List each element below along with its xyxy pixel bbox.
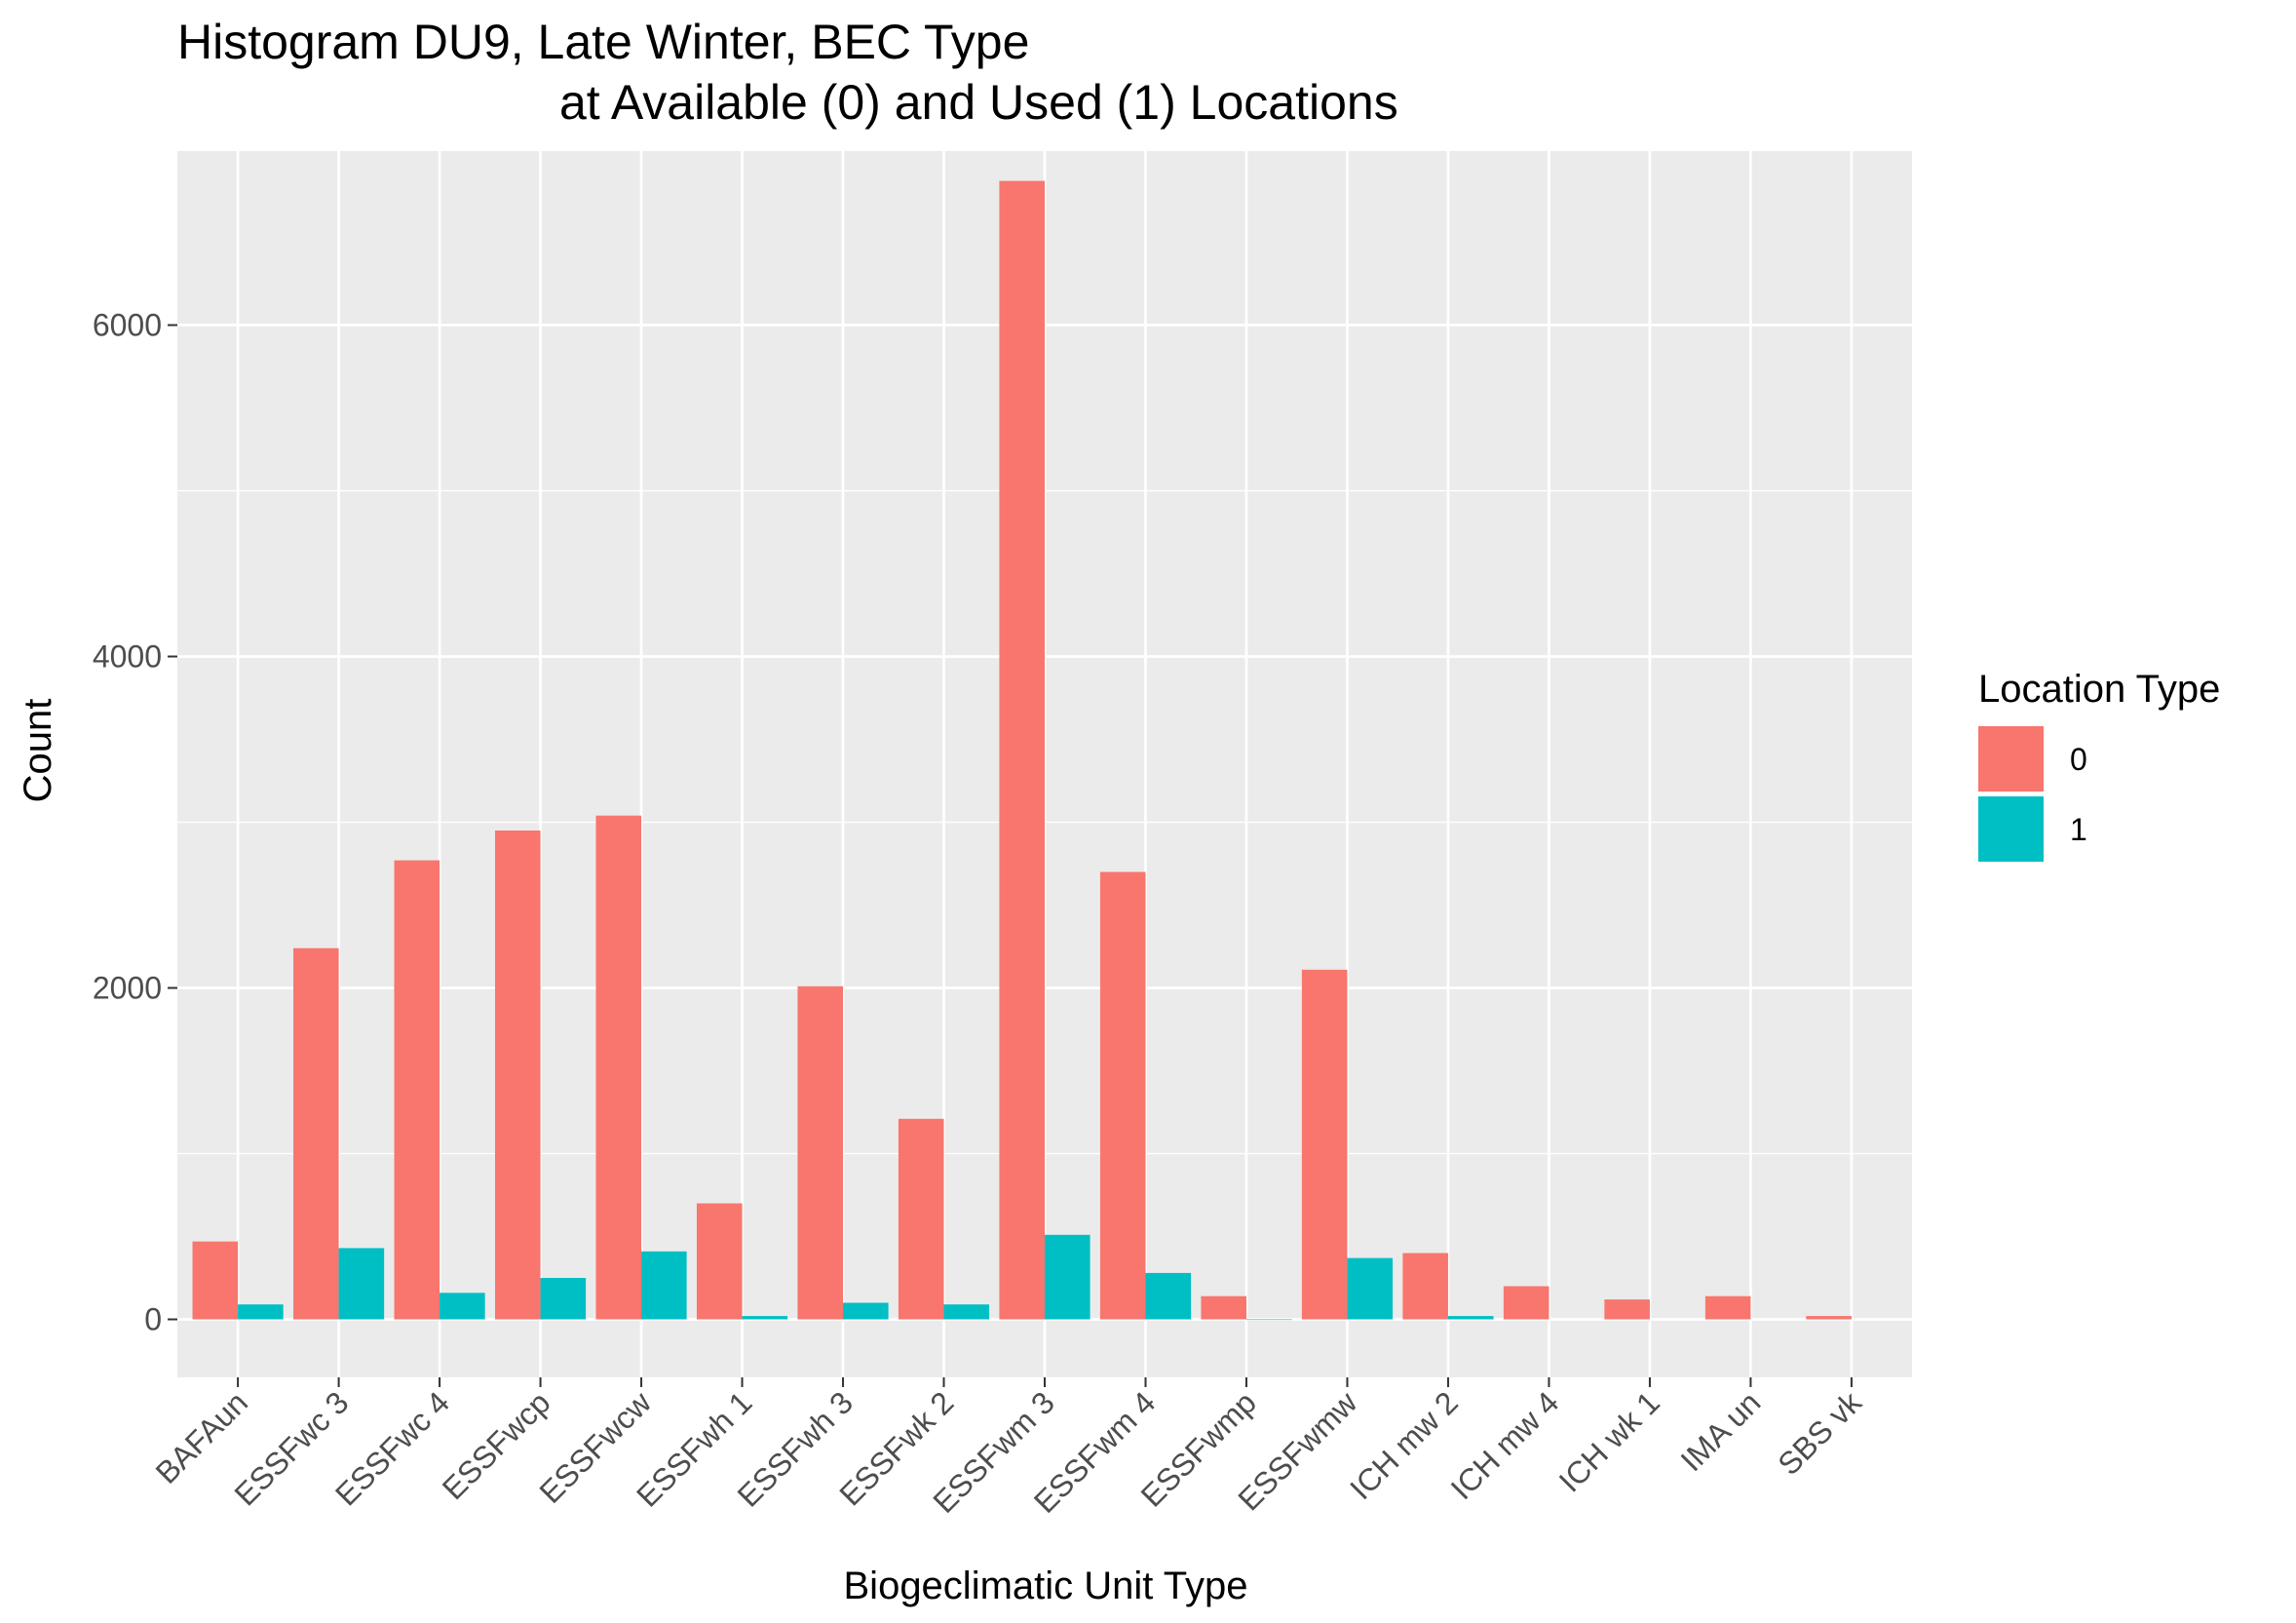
bar-1-ICH-mw-2	[1447, 1316, 1494, 1320]
x-tick-label: ICH mw 4	[1444, 1384, 1566, 1506]
bar-1-ESSFwcw	[641, 1251, 687, 1320]
y-tick-label: 2000	[93, 971, 162, 1006]
y-tick-label: 4000	[93, 639, 162, 675]
bar-1-ESSFwh-3	[843, 1302, 889, 1320]
legend-key-0	[1978, 726, 2044, 792]
bar-0-ICH-wk-1	[1604, 1299, 1650, 1320]
bar-0-BAFAun	[192, 1241, 239, 1320]
bar-1-ESSFwm-4	[1145, 1272, 1192, 1320]
bar-0-SBS-vk	[1806, 1316, 1852, 1320]
bar-1-BAFAun	[238, 1304, 284, 1320]
bar-0-IMA-un	[1704, 1295, 1751, 1320]
bar-0-ESSFwk-2	[898, 1118, 944, 1320]
bar-0-ESSFwm-4	[1099, 871, 1146, 1320]
x-tick-label: IMA un	[1673, 1384, 1767, 1478]
bar-0-ESSFwcw	[595, 815, 642, 1320]
bar-0-ICH-mw-4	[1503, 1286, 1550, 1320]
bar-0-ESSFwm-3	[999, 180, 1045, 1320]
bar-0-ESSFwc-4	[394, 860, 440, 1320]
x-tick-label: ICH wk 1	[1552, 1384, 1666, 1498]
bar-0-ESSFwmp	[1201, 1295, 1246, 1320]
legend-key-1	[1978, 796, 2044, 862]
bar-1-ESSFwmp	[1245, 1319, 1292, 1321]
x-axis-title: Biogeclimatic Unit Type	[844, 1565, 1248, 1607]
y-tick-label: 6000	[93, 308, 162, 343]
bar-0-ESSFwc-3	[293, 947, 339, 1320]
x-tick-label: BAFAun	[149, 1384, 254, 1489]
bar-1-ESSFwm-3	[1045, 1234, 1091, 1320]
bar-0-ESSFwh-1	[696, 1203, 743, 1320]
legend-label-0: 0	[2070, 742, 2087, 777]
bar-0-ESSFwcp	[494, 831, 541, 1320]
x-tick-label: ICH mw 2	[1343, 1384, 1465, 1506]
bar-1-ESSFwcp	[540, 1278, 587, 1320]
chart-title-line1: Histogram DU9, Late Winter, BEC Type	[177, 15, 1029, 69]
legend-title: Location Type	[1978, 668, 2220, 711]
y-axis-title: Count	[17, 699, 59, 803]
bar-0-ICH-mw-2	[1402, 1253, 1448, 1320]
x-tick-label: SBS vk	[1771, 1384, 1868, 1482]
bar-1-ESSFwc-4	[440, 1293, 485, 1320]
bar-0-ESSFwmw	[1301, 969, 1348, 1320]
bar-0-ESSFwh-3	[797, 985, 844, 1320]
bar-1-ESSFwc-3	[338, 1248, 385, 1320]
legend: Location Type 0 1	[1978, 668, 2220, 862]
chart-title-line2: at Available (0) and Used (1) Locations	[559, 75, 1398, 130]
bar-1-ESSFwmw	[1347, 1257, 1394, 1320]
legend-label-1: 1	[2070, 812, 2087, 847]
y-tick-label: 0	[144, 1302, 162, 1337]
bar-1-ESSFwh-1	[742, 1316, 788, 1320]
bar-1-ESSFwk-2	[943, 1304, 990, 1320]
